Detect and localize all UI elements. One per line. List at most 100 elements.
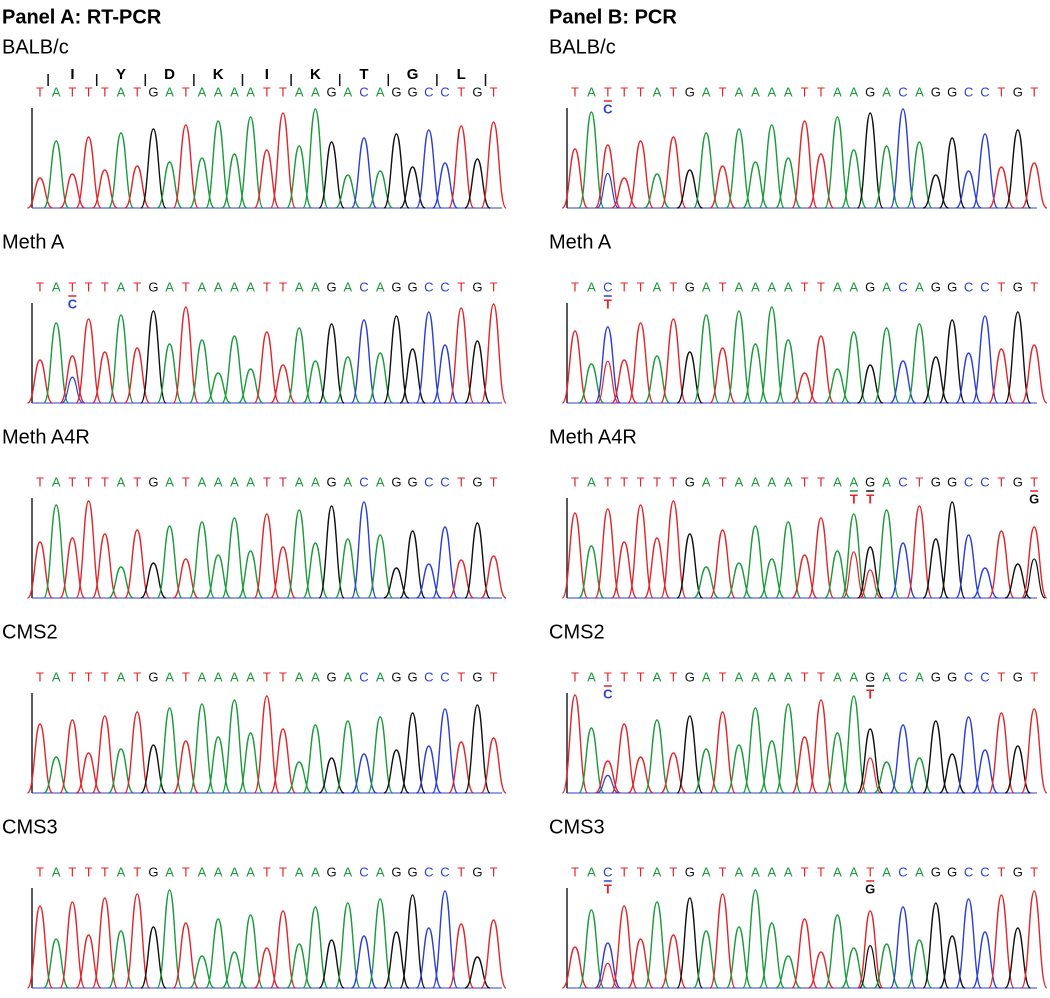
base: A	[915, 669, 924, 684]
amino-acid: K	[310, 66, 321, 83]
base: A	[52, 669, 61, 684]
base: T	[68, 279, 76, 294]
base: A	[653, 669, 662, 684]
base: T	[85, 279, 93, 294]
base: G	[391, 669, 401, 684]
base: C	[359, 279, 368, 294]
peak	[221, 699, 248, 794]
base: G	[327, 84, 337, 99]
peak	[480, 303, 507, 404]
base: A	[376, 84, 385, 99]
base: A	[246, 84, 255, 99]
base: C	[440, 864, 449, 879]
base: T	[68, 669, 76, 684]
base: T	[669, 474, 677, 489]
amino-acid: T	[359, 66, 368, 83]
base: T	[457, 669, 465, 684]
alternative-base: T	[866, 491, 874, 506]
base: A	[587, 474, 596, 489]
peak	[399, 894, 426, 989]
peak	[269, 910, 297, 989]
sample-label: Meth A	[549, 231, 612, 253]
base: T	[36, 279, 44, 294]
peak	[1020, 162, 1048, 209]
base: C	[980, 84, 989, 99]
peak	[221, 517, 248, 599]
peak	[1004, 129, 1032, 209]
peak	[480, 919, 507, 989]
peak	[43, 504, 70, 599]
amino-acid: I	[265, 66, 269, 83]
base: G	[148, 864, 158, 879]
base: T	[279, 864, 287, 879]
base: T	[801, 84, 809, 99]
base: A	[784, 864, 793, 879]
peak	[318, 505, 345, 599]
base: C	[964, 669, 973, 684]
peak	[124, 529, 151, 599]
base: A	[311, 669, 320, 684]
peak	[302, 724, 329, 794]
peak	[627, 140, 654, 209]
base: C	[424, 474, 433, 489]
base: C	[359, 84, 368, 99]
base: A	[735, 864, 744, 879]
peak	[350, 137, 378, 209]
base: C	[603, 279, 612, 294]
base: A	[915, 84, 924, 99]
base: T	[604, 669, 612, 684]
peak	[643, 901, 671, 989]
base: T	[637, 279, 645, 294]
peak	[856, 910, 884, 989]
base: T	[279, 474, 287, 489]
base: C	[898, 84, 907, 99]
peak	[858, 945, 882, 989]
base: C	[424, 84, 433, 99]
base: T	[490, 84, 498, 99]
peak	[791, 120, 818, 209]
base: A	[198, 864, 207, 879]
peak	[1020, 344, 1048, 404]
base: T	[133, 669, 141, 684]
base: G	[327, 864, 337, 879]
sample-label: CMS3	[549, 816, 605, 838]
peak	[75, 136, 102, 209]
base: A	[849, 474, 858, 489]
alternative-base: C	[68, 296, 78, 311]
base: A	[343, 474, 352, 489]
base: T	[997, 474, 1005, 489]
amino-acid: L	[457, 66, 466, 83]
base: C	[898, 279, 907, 294]
base: T	[68, 864, 76, 879]
base: T	[1030, 84, 1038, 99]
base: A	[587, 84, 596, 99]
amino-acid: Y	[116, 66, 126, 83]
base: G	[931, 84, 941, 99]
peak	[124, 893, 151, 989]
peak	[302, 108, 329, 209]
base: T	[571, 474, 579, 489]
peak	[660, 136, 687, 209]
base: T	[36, 474, 44, 489]
base: A	[735, 279, 744, 294]
base: T	[36, 864, 44, 879]
peak	[480, 737, 507, 794]
peak	[873, 327, 900, 404]
base: G	[947, 84, 957, 99]
sample-label: BALB/c	[2, 36, 69, 58]
peak	[59, 719, 86, 794]
base: G	[685, 84, 695, 99]
base: G	[685, 474, 695, 489]
base: G	[947, 864, 957, 879]
base: T	[279, 84, 287, 99]
base: T	[669, 669, 677, 684]
base: G	[408, 474, 418, 489]
base: T	[571, 669, 579, 684]
peak	[955, 534, 982, 599]
peak	[758, 124, 786, 209]
base: G	[685, 864, 695, 879]
base: T	[997, 84, 1005, 99]
peak	[448, 923, 475, 989]
base: T	[457, 474, 465, 489]
